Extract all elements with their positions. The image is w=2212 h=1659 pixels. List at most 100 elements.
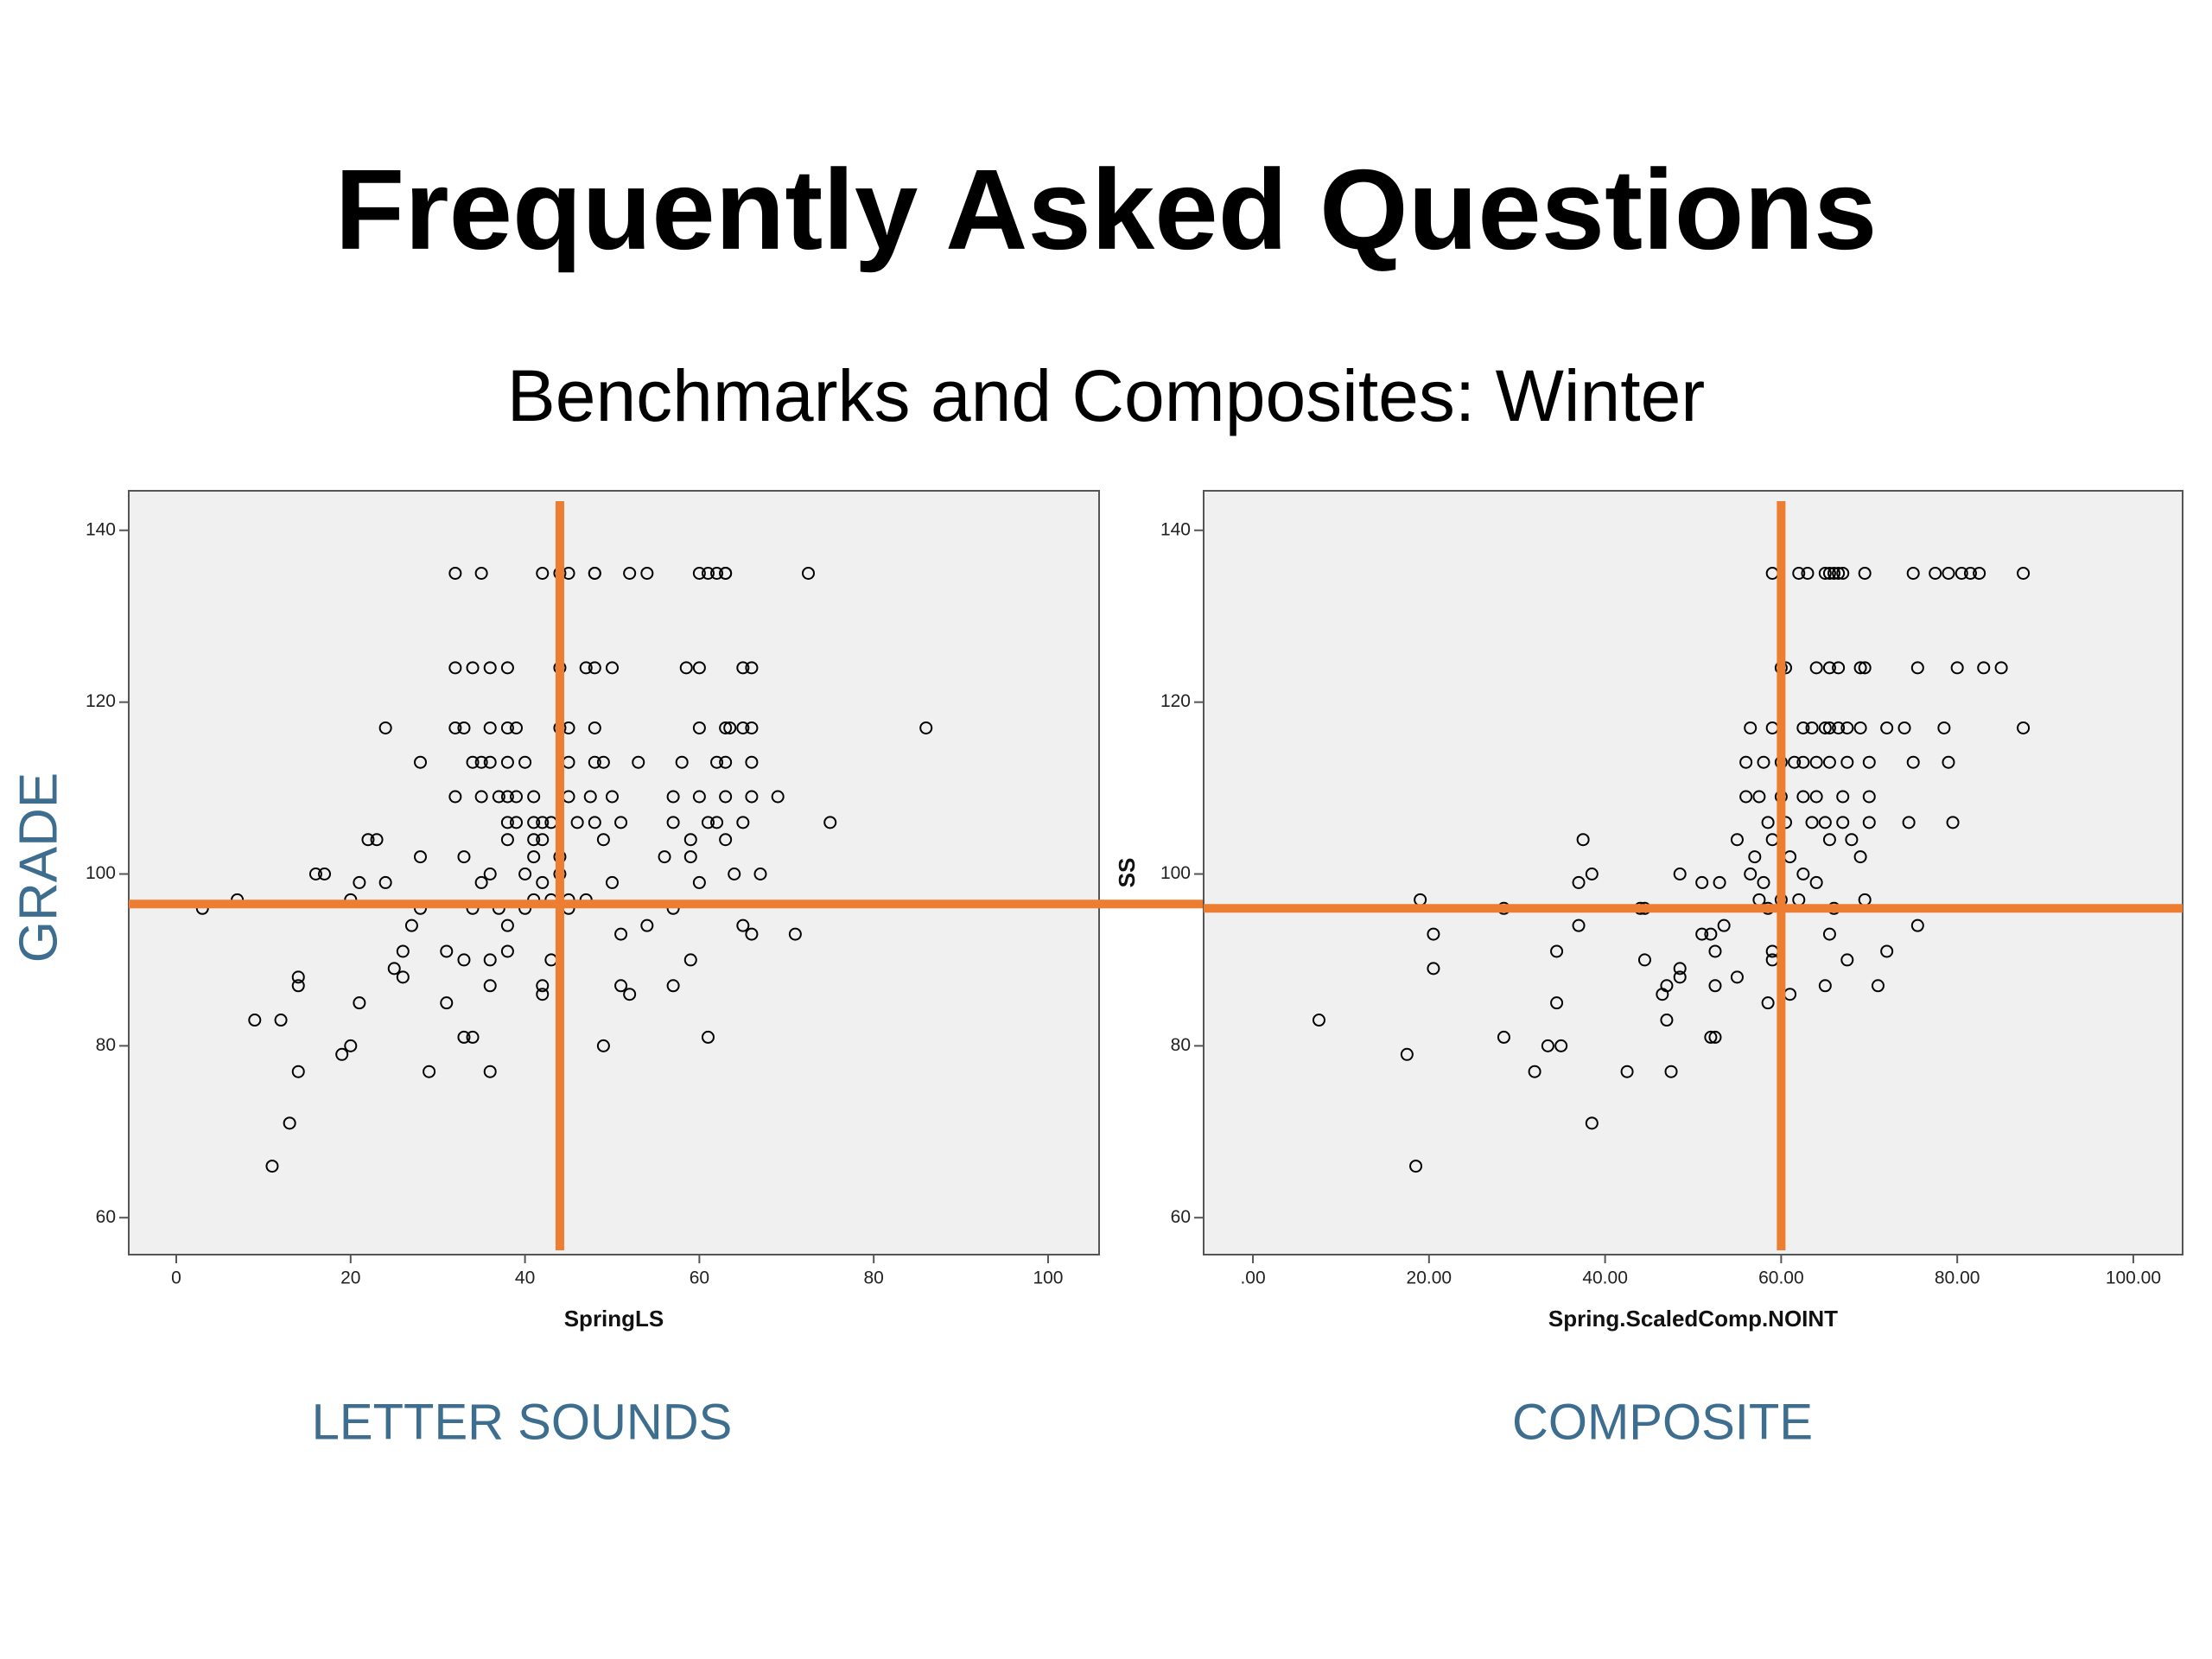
point	[448, 566, 462, 580]
point	[536, 875, 550, 889]
point	[1858, 566, 1872, 580]
point	[1822, 755, 1836, 769]
point	[745, 721, 759, 734]
x-tick-label: 100.00	[2106, 1268, 2161, 1288]
point	[1880, 944, 1894, 958]
point	[1897, 721, 1911, 734]
point	[1809, 790, 1823, 804]
point	[1822, 661, 1836, 675]
point	[1822, 566, 1836, 580]
point	[728, 867, 741, 880]
point	[1550, 996, 1564, 1010]
point	[1832, 721, 1846, 734]
point	[1550, 944, 1564, 958]
point	[1792, 566, 1806, 580]
point	[658, 850, 671, 864]
point	[283, 1116, 296, 1130]
point	[1704, 1030, 1718, 1044]
point	[1656, 988, 1669, 1001]
point	[457, 721, 471, 734]
point	[1572, 875, 1586, 889]
point	[1717, 918, 1731, 932]
point	[457, 953, 471, 967]
point	[1752, 790, 1766, 804]
point	[1853, 661, 1867, 675]
point	[1822, 721, 1836, 734]
point	[1761, 816, 1775, 830]
point	[448, 661, 462, 675]
point	[692, 790, 706, 804]
point	[605, 875, 619, 889]
point	[1673, 962, 1687, 976]
point	[474, 566, 488, 580]
point	[1730, 970, 1744, 984]
point	[692, 721, 706, 734]
point	[1902, 816, 1916, 830]
point	[1708, 979, 1722, 993]
chart-caption: COMPOSITE	[1512, 1394, 1813, 1450]
point	[1832, 566, 1846, 580]
point	[583, 790, 597, 804]
point	[666, 790, 680, 804]
point	[588, 816, 601, 830]
point	[736, 816, 750, 830]
point	[1664, 1065, 1678, 1078]
point	[1572, 918, 1586, 932]
point	[1836, 816, 1850, 830]
point	[710, 816, 724, 830]
point	[509, 816, 523, 830]
point	[919, 721, 933, 734]
point	[414, 755, 428, 769]
point	[1809, 661, 1823, 675]
point	[1818, 816, 1832, 830]
point	[788, 927, 802, 941]
point	[509, 721, 523, 734]
point	[719, 721, 733, 734]
y-tick-label: 120	[1160, 691, 1191, 711]
point	[500, 755, 514, 769]
point	[1730, 833, 1744, 847]
point	[683, 953, 697, 967]
point	[1497, 1030, 1510, 1044]
plot-area	[1203, 490, 2183, 1255]
point	[466, 661, 480, 675]
point	[457, 850, 471, 864]
y-tick-label: 100	[86, 863, 116, 883]
point	[1994, 661, 2008, 675]
point	[291, 1065, 305, 1078]
x-tick-label: 0	[171, 1268, 181, 1288]
point	[1836, 566, 1850, 580]
point	[1708, 944, 1722, 958]
point	[527, 816, 541, 830]
point	[701, 816, 715, 830]
point	[518, 755, 532, 769]
point	[396, 970, 410, 984]
point	[719, 755, 733, 769]
point	[1818, 721, 1832, 734]
point	[1822, 833, 1836, 847]
point	[710, 755, 724, 769]
point	[1853, 850, 1867, 864]
point	[1853, 721, 1867, 734]
point	[1910, 918, 1924, 932]
x-tick-label: 100	[1033, 1268, 1063, 1288]
y-tick-label: 140	[1160, 519, 1191, 539]
point	[736, 661, 750, 675]
point	[692, 661, 706, 675]
point	[719, 790, 733, 804]
point	[457, 1030, 471, 1044]
point	[1585, 1116, 1599, 1130]
point	[679, 661, 693, 675]
point	[1427, 962, 1440, 976]
point	[1788, 755, 1802, 769]
point	[396, 944, 410, 958]
chart-caption: LETTER SOUNDS	[312, 1394, 733, 1450]
y-tick-label: 60	[96, 1207, 116, 1227]
point	[1818, 979, 1832, 993]
point	[666, 979, 680, 993]
point	[614, 927, 628, 941]
point	[736, 721, 750, 734]
point	[1427, 927, 1440, 941]
point	[414, 850, 428, 864]
